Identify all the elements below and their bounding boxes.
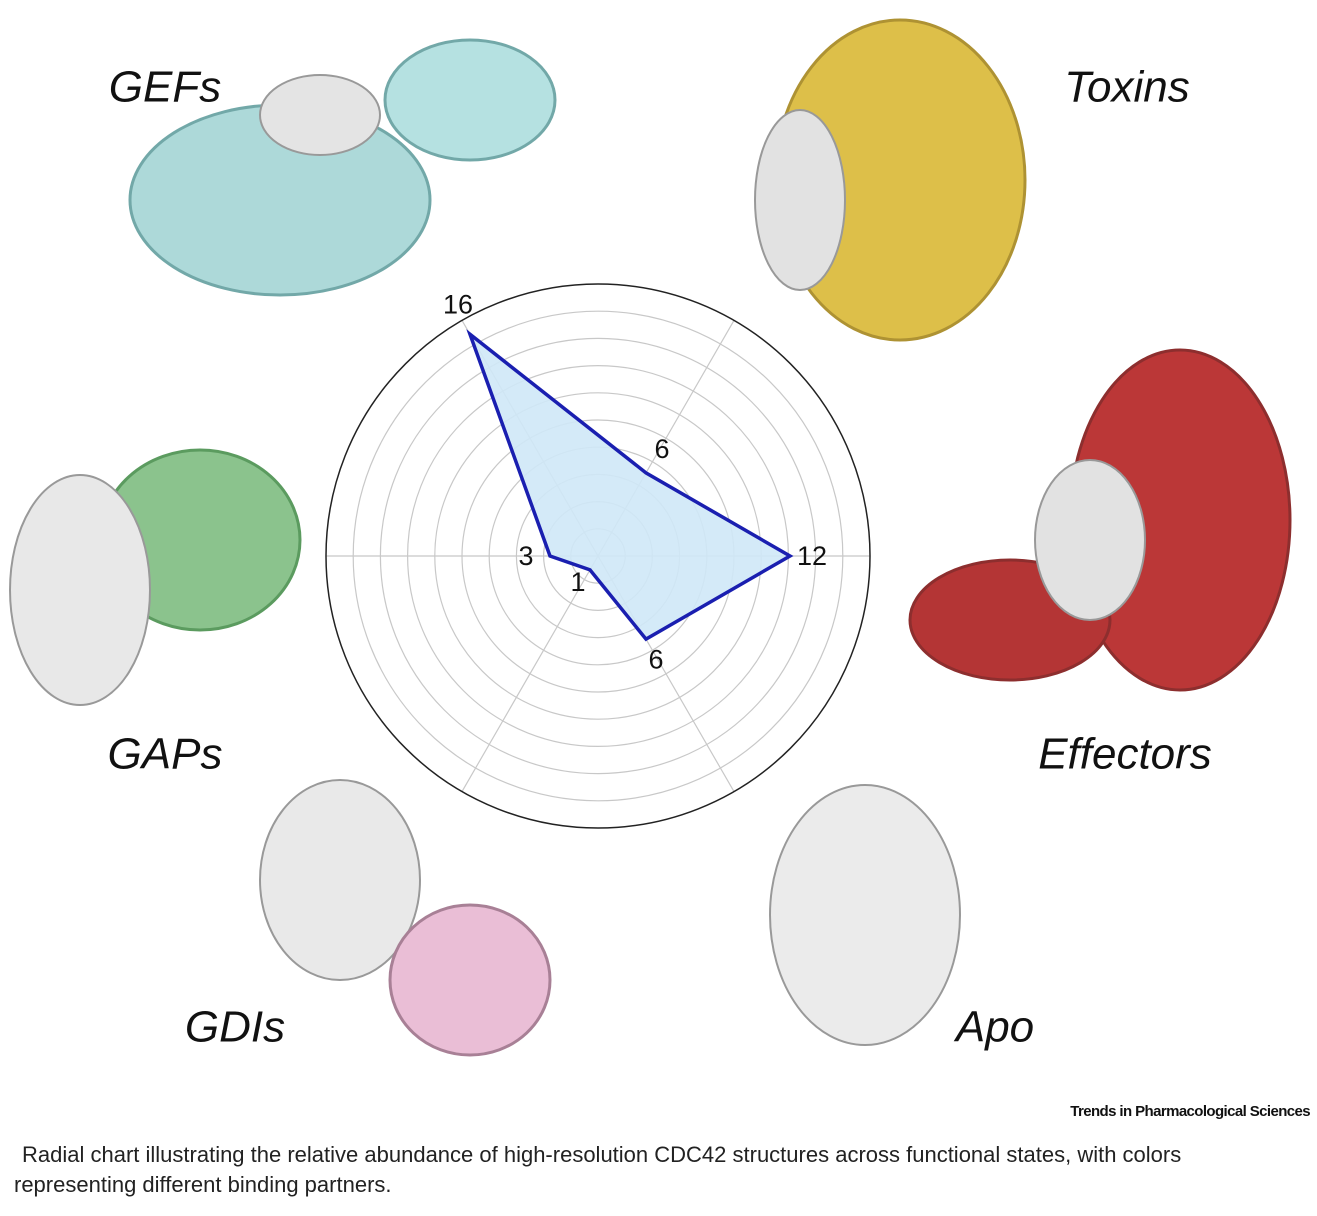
value-label: 6: [654, 434, 669, 464]
gef-structure: [259, 74, 381, 156]
category-label: GEFs: [109, 63, 221, 112]
gef-structure: [383, 38, 557, 162]
structure-illustrations: [9, 18, 1292, 1057]
gap-structure: [9, 474, 151, 706]
category-label: Apo: [953, 1003, 1034, 1052]
category-label: Toxins: [1064, 63, 1190, 112]
value-label: 16: [443, 289, 473, 319]
spoke: [461, 555, 599, 792]
value-label: 3: [518, 541, 533, 571]
effector-structure: [1034, 459, 1146, 621]
outer-ring: [325, 283, 871, 829]
value-label: 1: [570, 567, 585, 597]
category-label: Effectors: [1038, 730, 1212, 779]
apo-structure: [769, 784, 961, 1046]
value-label: 6: [648, 644, 663, 674]
caption: Radial chart illustrating the relative a…: [14, 1142, 1182, 1197]
category-label: GDIs: [185, 1003, 285, 1052]
category-label: GAPs: [108, 730, 223, 779]
gdi-structure: [259, 779, 421, 981]
value-label: 12: [797, 541, 827, 571]
chart: 16 6 12 6 1 3 GEFs Toxins Effectors Apo GDIs GAPs Tr…: [9, 18, 1311, 1120]
data-area: [466, 329, 794, 642]
gdi-structure: [388, 903, 552, 1057]
toxin-structure: [754, 109, 846, 291]
source: Trends in Pharmacological Sciences: [1070, 1103, 1310, 1120]
